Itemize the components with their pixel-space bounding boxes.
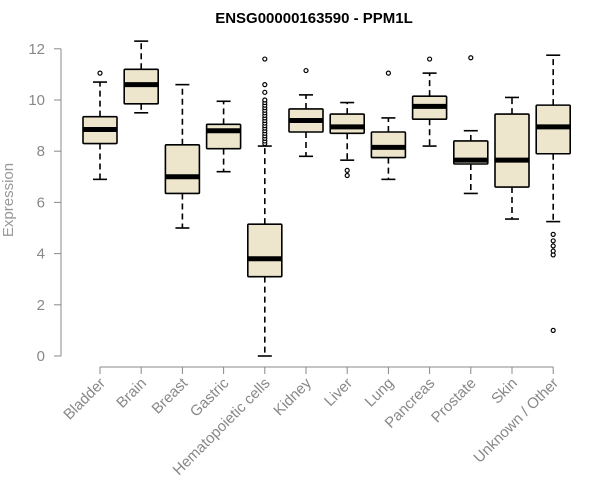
x-tick-label: Kidney (270, 374, 315, 419)
y-tick-label: 8 (37, 143, 45, 160)
x-tick-label: Brain (113, 375, 150, 412)
iqr-box (494, 113, 530, 188)
y-tick-label: 0 (37, 348, 45, 365)
y-tick-label: 2 (37, 297, 45, 314)
outlier-point (550, 231, 556, 237)
box-brain (123, 40, 159, 114)
outlier-point (468, 55, 474, 61)
y-axis-label: Expression (0, 163, 17, 237)
outlier-point (550, 248, 556, 254)
x-tick-label: Liver (321, 375, 356, 410)
y-tick-label: 12 (28, 41, 45, 58)
box-liver (329, 101, 366, 179)
outlier-point (262, 89, 268, 95)
box-skin (494, 96, 530, 220)
outlier-point (262, 56, 268, 62)
outlier-point (262, 97, 268, 103)
outlier-point (385, 70, 391, 76)
outlier-point (550, 327, 556, 333)
box-kidney (288, 67, 324, 158)
iqr-box (535, 104, 572, 155)
outlier-point (550, 238, 556, 244)
box-bladder (82, 70, 118, 181)
y-tick-label: 10 (28, 92, 45, 109)
outlier-point (262, 82, 268, 88)
x-tick-label: Skin (488, 375, 521, 408)
outlier-point (344, 167, 350, 173)
x-tick-label: Breast (149, 374, 192, 417)
x-tick-label: Prostate (428, 375, 480, 427)
box-hematopoietic-cells (247, 56, 283, 357)
outlier-point (303, 67, 309, 74)
outlier-point (427, 56, 433, 62)
y-axis: 0 2 4 6 8 10 12 (28, 41, 62, 365)
box-prostate (452, 55, 489, 195)
box-pancreas (411, 56, 448, 147)
outlier-point (344, 172, 350, 179)
iqr-box (370, 131, 407, 159)
x-tick-label: Lung (362, 375, 398, 411)
box-breast (164, 83, 201, 229)
outlier-point (550, 243, 556, 249)
y-tick-label: 4 (37, 246, 45, 263)
outlier-point (97, 70, 103, 76)
x-tick-label: Bladder (60, 375, 109, 424)
box-unknown-other (535, 54, 572, 333)
box-gastric (205, 100, 242, 173)
box-lung (370, 70, 407, 181)
iqr-box (164, 144, 201, 195)
iqr-box (247, 223, 283, 278)
iqr-box (205, 123, 242, 150)
boxes-group (82, 40, 572, 357)
iqr-box (329, 113, 366, 135)
chart-title: ENSG00000163590 - PPM1L (215, 10, 413, 27)
y-tick-label: 6 (37, 194, 45, 211)
